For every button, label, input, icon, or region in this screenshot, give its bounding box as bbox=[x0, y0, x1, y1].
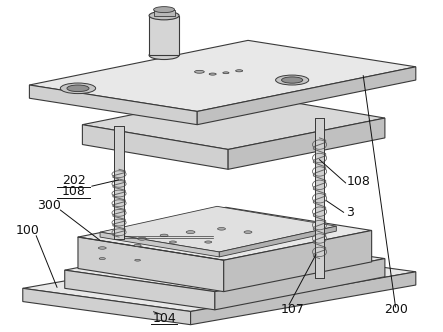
Ellipse shape bbox=[98, 247, 106, 249]
Ellipse shape bbox=[244, 231, 252, 233]
Ellipse shape bbox=[276, 75, 309, 85]
Ellipse shape bbox=[282, 77, 303, 83]
Text: 200: 200 bbox=[384, 303, 408, 316]
Text: 100: 100 bbox=[15, 224, 39, 237]
Polygon shape bbox=[228, 118, 385, 169]
Ellipse shape bbox=[60, 83, 96, 94]
Polygon shape bbox=[154, 10, 175, 16]
Polygon shape bbox=[23, 249, 416, 311]
Ellipse shape bbox=[169, 241, 176, 243]
Text: 104: 104 bbox=[152, 311, 176, 325]
Polygon shape bbox=[197, 67, 416, 125]
Ellipse shape bbox=[218, 227, 225, 230]
Polygon shape bbox=[78, 207, 372, 260]
Polygon shape bbox=[82, 93, 385, 149]
Text: 108: 108 bbox=[62, 185, 85, 198]
Ellipse shape bbox=[135, 259, 140, 261]
Text: 3: 3 bbox=[346, 206, 354, 219]
Polygon shape bbox=[224, 230, 372, 291]
Ellipse shape bbox=[134, 244, 141, 246]
Ellipse shape bbox=[149, 11, 179, 20]
Ellipse shape bbox=[209, 73, 216, 75]
Polygon shape bbox=[149, 16, 179, 55]
Polygon shape bbox=[219, 226, 336, 257]
Polygon shape bbox=[82, 125, 228, 169]
Polygon shape bbox=[23, 288, 190, 325]
Ellipse shape bbox=[186, 231, 195, 234]
Polygon shape bbox=[65, 237, 385, 291]
Ellipse shape bbox=[236, 70, 243, 72]
Text: 202: 202 bbox=[62, 174, 85, 187]
Polygon shape bbox=[65, 270, 215, 310]
Ellipse shape bbox=[160, 234, 168, 237]
Polygon shape bbox=[215, 259, 385, 310]
Text: 108: 108 bbox=[346, 175, 370, 188]
Polygon shape bbox=[190, 272, 416, 325]
Polygon shape bbox=[29, 41, 416, 112]
Polygon shape bbox=[78, 237, 224, 291]
Polygon shape bbox=[100, 206, 336, 252]
Ellipse shape bbox=[67, 85, 89, 92]
Polygon shape bbox=[100, 232, 219, 257]
Text: 300: 300 bbox=[37, 199, 61, 212]
Polygon shape bbox=[114, 126, 124, 239]
Ellipse shape bbox=[223, 72, 229, 74]
Ellipse shape bbox=[138, 237, 147, 240]
Ellipse shape bbox=[205, 241, 212, 243]
Ellipse shape bbox=[99, 258, 105, 260]
Text: 107: 107 bbox=[280, 303, 304, 316]
Polygon shape bbox=[29, 85, 197, 125]
Ellipse shape bbox=[154, 7, 175, 13]
Ellipse shape bbox=[149, 51, 179, 59]
Ellipse shape bbox=[194, 70, 204, 73]
Polygon shape bbox=[315, 118, 324, 279]
